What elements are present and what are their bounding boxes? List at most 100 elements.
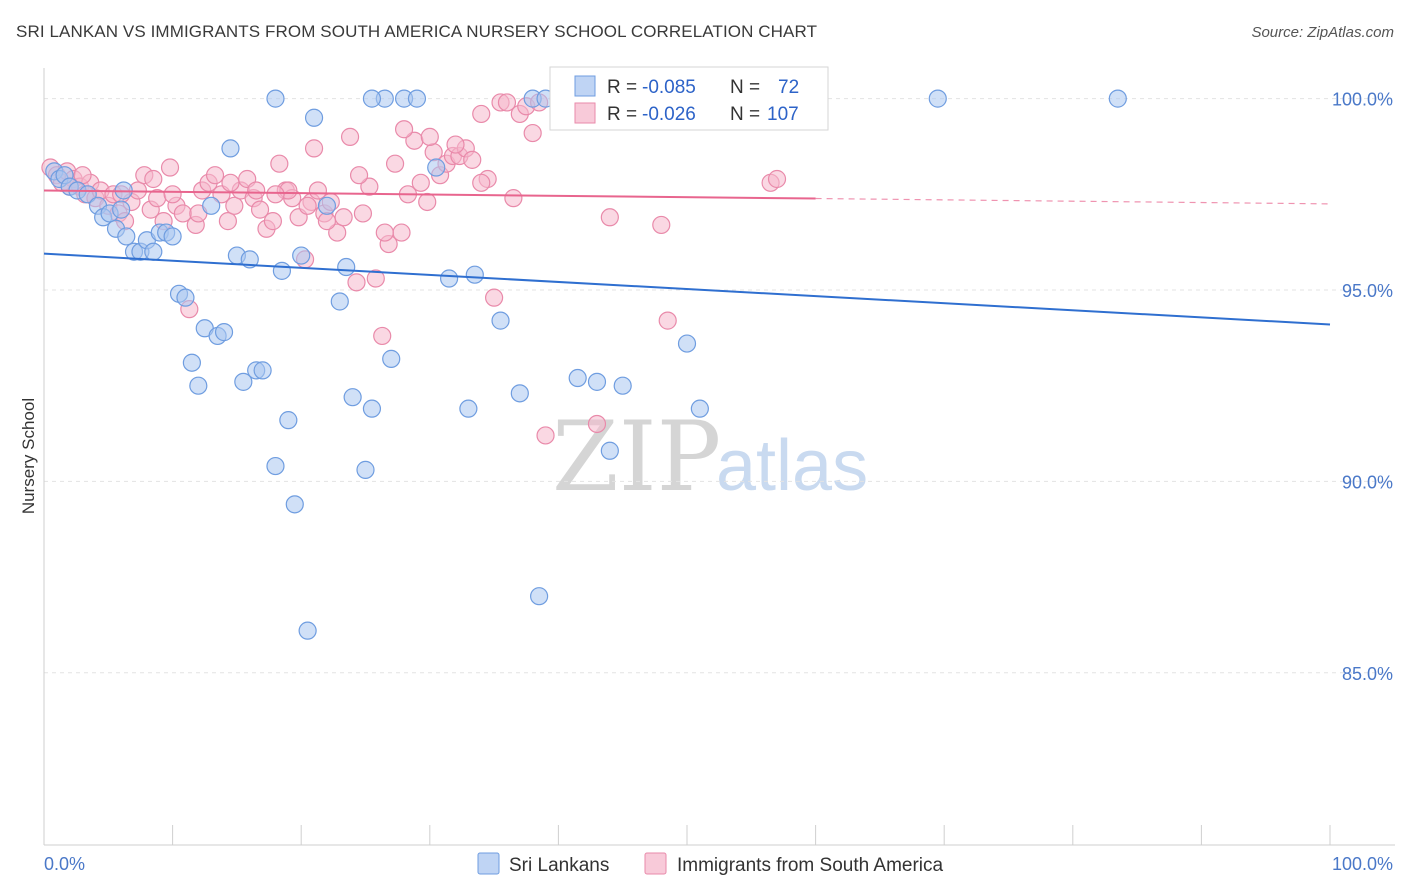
- series-legend-swatch-sri-lankans[interactable]: [477, 852, 500, 875]
- series-legend-label-immigrants[interactable]: Immigrants from South America: [677, 855, 944, 876]
- point-sri-lankans-40: [304, 108, 324, 127]
- point-immigrants-43: [308, 181, 328, 200]
- point-immigrants-97: [375, 223, 394, 242]
- point-sri-lankans-65: [677, 334, 697, 353]
- point-immigrants-53: [373, 326, 392, 346]
- point-immigrants-105: [298, 196, 317, 215]
- point-sri-lankans-45: [356, 460, 375, 479]
- point-immigrants-75: [523, 123, 542, 143]
- point-sri-lankans-10: [112, 200, 131, 219]
- point-immigrants-91: [221, 173, 240, 192]
- point-sri-lankans-37: [285, 495, 304, 514]
- point-sri-lankans-61: [587, 372, 607, 391]
- point-immigrants-50: [353, 204, 373, 223]
- axes: [43, 68, 1395, 846]
- legend-r-value-sri-lankans: -0.085: [642, 77, 696, 98]
- y-tick-label-1: 95.0%: [1342, 281, 1393, 301]
- point-sri-lankans-52: [439, 269, 459, 288]
- trend-line-dashed-immigrants: [815, 197, 1331, 205]
- chart-source: Source: ZipAtlas.com: [1251, 24, 1394, 41]
- point-immigrants-30: [225, 196, 244, 215]
- point-immigrants-27: [205, 166, 225, 185]
- point-sri-lankans-25: [202, 196, 221, 215]
- point-sri-lankans-35: [272, 261, 292, 280]
- point-sri-lankans-43: [337, 257, 356, 277]
- point-sri-lankans-70: [362, 89, 382, 108]
- point-sri-lankans-39: [298, 621, 317, 640]
- data-points: [41, 89, 1127, 640]
- point-immigrants-79: [587, 414, 607, 434]
- point-sri-lankans-34: [266, 456, 285, 476]
- point-immigrants-67: [463, 150, 482, 169]
- point-immigrants-37: [270, 154, 289, 173]
- point-sri-lankans-69: [266, 89, 285, 108]
- point-immigrants-98: [394, 120, 414, 139]
- point-immigrants-76: [536, 426, 555, 445]
- point-immigrants-47: [334, 208, 353, 227]
- point-immigrants-101: [472, 173, 491, 192]
- point-immigrants-29: [218, 212, 237, 231]
- point-sri-lankans-55: [491, 311, 510, 330]
- point-sri-lankans-22: [182, 353, 201, 372]
- point-sri-lankans-56: [510, 384, 529, 403]
- point-sri-lankans-42: [330, 292, 349, 311]
- x-tick-label-left: 0.0%: [44, 854, 85, 874]
- point-immigrants-81: [652, 215, 671, 235]
- point-immigrants-89: [163, 185, 182, 204]
- point-immigrants-49: [347, 273, 366, 292]
- y-tick-label-0: 100.0%: [1332, 90, 1393, 110]
- point-sri-lankans-41: [317, 196, 337, 215]
- series-legend: Sri Lankans Immigrants from South Americ…: [477, 852, 944, 876]
- point-immigrants-84: [767, 169, 787, 189]
- point-sri-lankans-51: [427, 158, 446, 177]
- tick-labels: 100.0% 95.0% 90.0% 85.0% 0.0% 100.0%: [44, 90, 1393, 874]
- point-immigrants-88: [144, 169, 163, 189]
- watermark: ZIP atlas: [552, 401, 868, 513]
- point-immigrants-55: [385, 154, 405, 173]
- point-sri-lankans-53: [459, 399, 478, 418]
- point-immigrants-51: [360, 177, 379, 196]
- point-immigrants-59: [411, 173, 430, 192]
- y-tick-label-3: 85.0%: [1342, 664, 1393, 684]
- point-immigrants-106: [266, 185, 285, 204]
- point-immigrants-48: [340, 127, 360, 146]
- point-immigrants-94: [304, 139, 324, 158]
- point-immigrants-92: [247, 181, 266, 200]
- point-sri-lankans-48: [382, 349, 401, 368]
- legend-n-label-2: N =: [730, 104, 760, 125]
- chart-title: SRI LANKAN VS IMMIGRANTS FROM SOUTH AMER…: [16, 22, 818, 41]
- x-tick-label-right: 100.0%: [1332, 854, 1393, 874]
- point-immigrants-70: [485, 288, 504, 307]
- point-immigrants-96: [349, 166, 369, 185]
- point-immigrants-80: [600, 208, 619, 227]
- point-immigrants-46: [328, 223, 347, 242]
- point-immigrants-20: [160, 158, 180, 177]
- point-sri-lankans-11: [117, 227, 136, 246]
- point-immigrants-102: [497, 93, 517, 112]
- point-sri-lankans-36: [279, 411, 298, 430]
- correlation-legend: R = -0.085 N = 72 R = -0.026 N = 107: [549, 66, 829, 131]
- legend-r-value-immigrants: -0.026: [642, 104, 696, 125]
- point-sri-lankans-27: [214, 323, 234, 342]
- point-sri-lankans-62: [600, 441, 619, 460]
- legend-n-label: N =: [730, 77, 760, 98]
- trend-lines: [43, 189, 1331, 326]
- point-sri-lankans-16: [144, 242, 163, 261]
- point-sri-lankans-60: [568, 368, 587, 388]
- trend-line-sri-lankans: [43, 252, 1331, 326]
- legend-box: [549, 66, 829, 131]
- point-sri-lankans-72: [1108, 89, 1127, 108]
- point-sri-lankans-19: [163, 227, 182, 246]
- series-legend-swatch-immigrants[interactable]: [644, 852, 667, 875]
- y-axis-title: Nursery School: [19, 398, 38, 514]
- point-sri-lankans-50: [407, 89, 427, 108]
- point-immigrants-72: [504, 189, 523, 208]
- point-immigrants-68: [472, 104, 491, 124]
- point-sri-lankans-66: [690, 399, 709, 418]
- point-immigrants-36: [263, 212, 283, 231]
- watermark-atlas: atlas: [716, 426, 868, 506]
- point-sri-lankans-31: [240, 250, 259, 269]
- point-immigrants-52: [366, 269, 385, 288]
- series-legend-label-sri-lankans[interactable]: Sri Lankans: [509, 855, 609, 876]
